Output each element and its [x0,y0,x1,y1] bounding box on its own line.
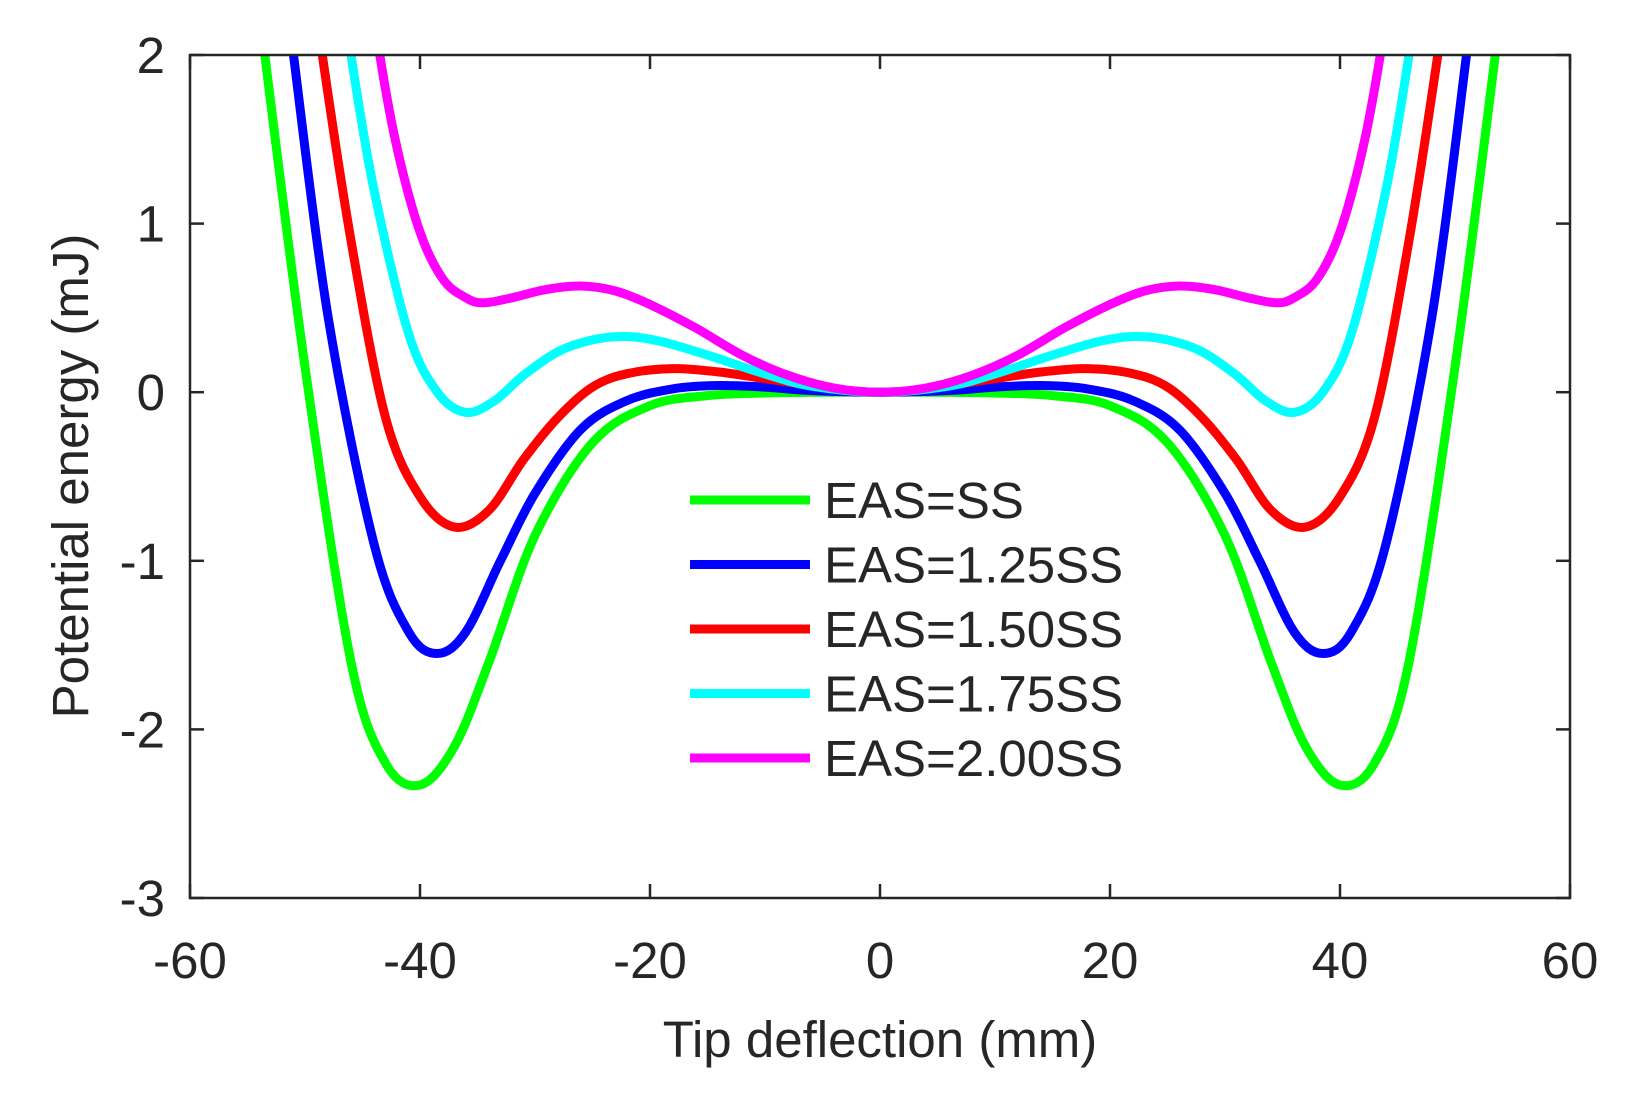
y-tick-label: -2 [120,701,165,758]
y-tick-label: -3 [120,870,165,927]
x-tick-label: 60 [1542,932,1599,989]
series-line-eas-2-00ss [375,55,1385,397]
ticks-layer: -60 -40 -20 0 20 40 60 -3 -2 -1 0 1 2 [120,27,1599,989]
legend-label: EAS=1.25SS [824,537,1123,594]
x-tick-label: 20 [1082,932,1139,989]
legend-label: EAS=SS [824,472,1024,529]
x-tick-label: -60 [153,932,227,989]
legend-label: EAS=1.75SS [824,666,1123,723]
x-tick-label: -20 [613,932,687,989]
x-tick-label: 40 [1312,932,1369,989]
series-layer [260,55,1500,791]
x-axis-label: Tip deflection (mm) [663,1011,1098,1068]
legend-label: EAS=2.00SS [824,730,1123,787]
legend-label: EAS=1.50SS [824,601,1123,658]
y-tick-label: -1 [120,533,165,590]
series-line-eas-1-50ss [317,55,1443,532]
legend: EAS=SS EAS=1.25SS EAS=1.50SS EAS=1.75SS EAS=… [690,472,1123,787]
y-tick-label: 2 [137,27,165,84]
x-tick-label: -40 [383,932,457,989]
x-tick-label: 0 [866,932,894,989]
y-axis-label: Potential energy (mJ) [42,234,99,719]
y-tick-label: 0 [137,364,165,421]
y-tick-label: 1 [137,196,165,253]
